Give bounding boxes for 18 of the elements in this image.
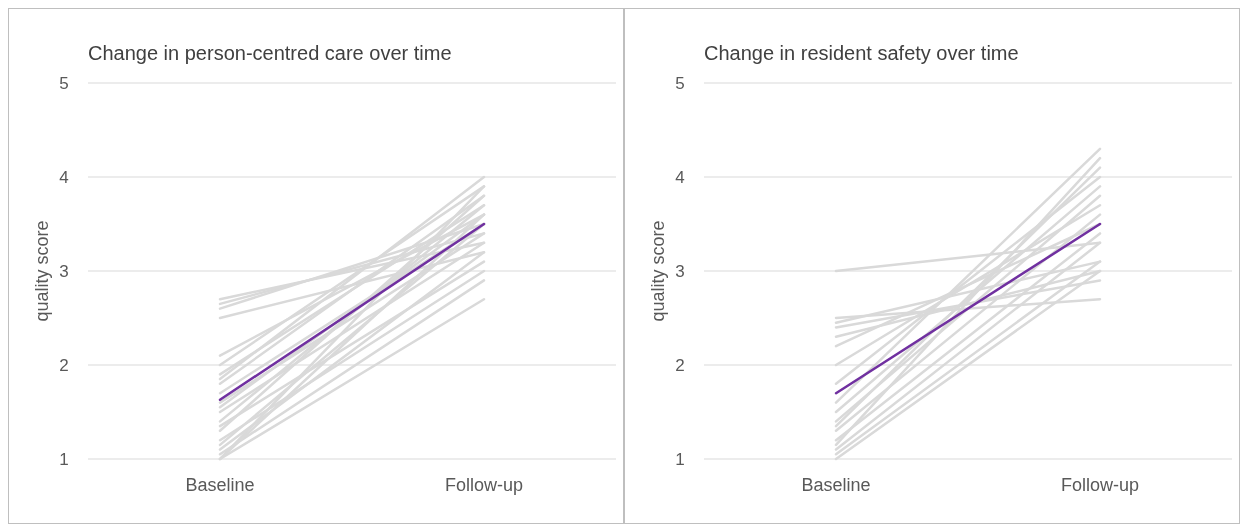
y-tick-label: 1 [59,449,69,469]
y-tick-label: 4 [675,167,685,187]
y-tick-label: 1 [675,449,685,469]
y-tick-label: 5 [59,73,69,93]
y-axis-title: quality score [648,220,668,322]
x-tick-label: Baseline [801,475,871,495]
y-tick-label: 5 [675,73,685,93]
y-axis-title: quality score [32,220,52,322]
chart-title: Change in person-centred care over time [88,42,452,64]
x-tick-label: Follow-up [1060,475,1140,495]
y-tick-label: 2 [59,355,69,375]
chart-title: Change in resident safety over time [704,42,1019,64]
y-tick-label: 4 [59,167,69,187]
x-tick-label: Follow-up [444,475,524,495]
x-tick-label: Baseline [185,475,255,495]
y-tick-label: 3 [675,261,685,281]
y-tick-label: 2 [675,355,685,375]
y-tick-label: 3 [59,261,69,281]
